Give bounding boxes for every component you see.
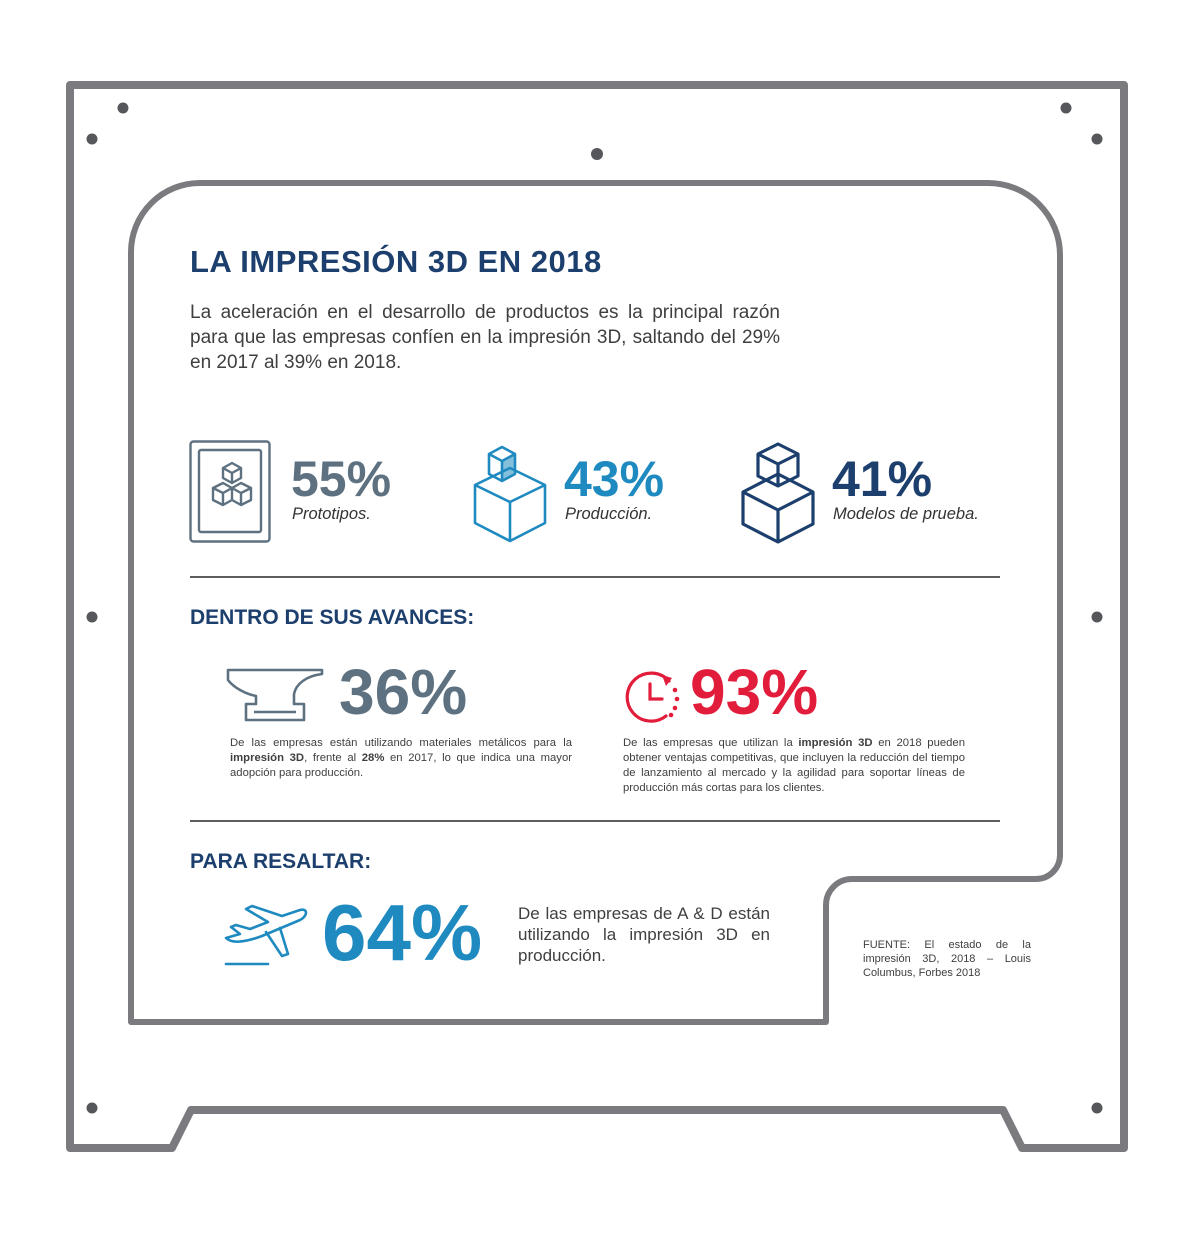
intro-paragraph: La aceleración en el desarrollo de produ…: [190, 302, 780, 373]
advances-heading: DENTRO DE SUS AVANCES:: [190, 606, 475, 629]
page-title: LA IMPRESIÓN 3D EN 2018: [190, 244, 602, 279]
highlight-heading: PARA RESALTAR:: [190, 850, 372, 873]
stat-prototipos-value: 55%: [291, 451, 392, 507]
stat-produccion-value: 43%: [564, 451, 665, 507]
divider: [190, 820, 1000, 822]
highlight-value: 64%: [322, 888, 483, 977]
anvil-icon: [226, 668, 324, 722]
airplane-takeoff-icon: [224, 904, 308, 966]
advance-competitive-text: De las empresas que utilizan la impresió…: [623, 737, 966, 794]
stat-modelos-caption: Modelos de prueba.: [833, 505, 979, 523]
advance-metals-text: De las empresas están utilizando materia…: [230, 737, 572, 779]
advance-metals-value: 36%: [339, 656, 468, 728]
advance-competitive-value: 93%: [690, 656, 819, 728]
printed-cube-icon: [473, 445, 547, 543]
clock-refresh-icon: [625, 671, 680, 723]
divider: [190, 576, 1000, 578]
framed-cubes-icon: [189, 440, 271, 543]
highlight-text: De las empresas de A & D están utilizand…: [518, 904, 770, 965]
stat-prototipos-caption: Prototipos.: [292, 505, 371, 523]
stacked-cubes-icon: [741, 442, 815, 544]
stat-modelos-value: 41%: [832, 451, 933, 507]
stat-produccion-caption: Producción.: [565, 505, 653, 523]
source-note: FUENTE: El estado de la impresión 3D, 20…: [863, 939, 1031, 979]
